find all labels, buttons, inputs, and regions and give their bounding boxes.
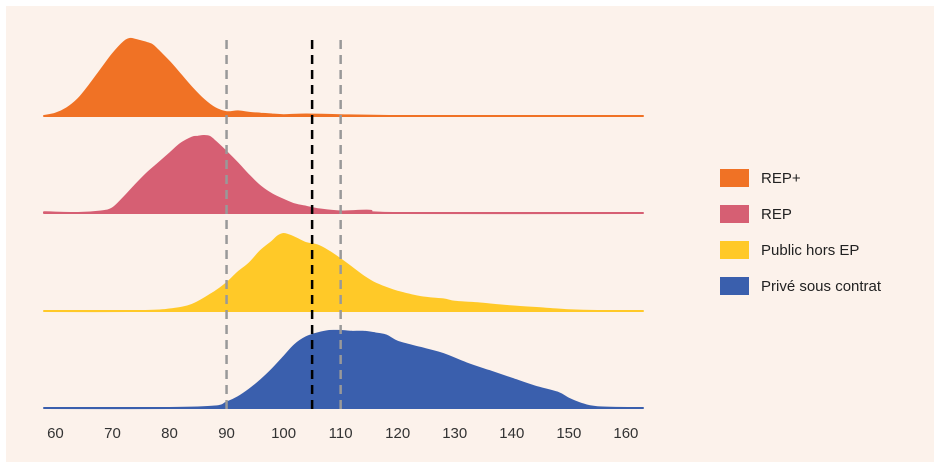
x-tick-label-150: 150 (556, 425, 581, 442)
x-tick-label-100: 100 (271, 425, 296, 442)
legend-item-rep-plus: REP+ (720, 169, 881, 187)
x-tick-label-110: 110 (329, 425, 353, 442)
legend-label-rep: REP (761, 205, 792, 223)
x-tick-label-160: 160 (613, 425, 638, 442)
legend-item-prive-sous-contrat: Privé sous contrat (720, 277, 881, 295)
chart-panel: 60 70 80 90 100 110 120 130 140 150 160 REP+ REP P… (6, 6, 934, 462)
legend-swatch-rep-plus (720, 169, 749, 187)
legend-item-rep: REP (720, 205, 881, 223)
x-tick-label-90: 90 (218, 425, 235, 442)
x-tick-label-140: 140 (499, 425, 524, 442)
legend-swatch-prive-sous-contrat (720, 277, 749, 295)
ridge-area-public-hors-ep (43, 232, 644, 313)
legend-label-public-hors-ep: Public hors EP (761, 241, 860, 259)
x-tick-label-80: 80 (161, 425, 178, 442)
legend-swatch-public-hors-ep (720, 241, 749, 259)
ridge-area-rep (43, 134, 644, 215)
reference-lines-group (225, 40, 342, 413)
ridge-area-rep-plus (43, 37, 644, 118)
legend-label-rep-plus: REP+ (761, 169, 801, 187)
ridge-area-prive-sous-contrat (43, 329, 644, 410)
x-axis: 60 70 80 90 100 110 120 130 140 150 160 (47, 425, 638, 442)
x-tick-label-60: 60 (47, 425, 64, 442)
legend: REP+ REP Public hors EP Privé sous contr… (720, 169, 881, 313)
legend-item-public-hors-ep: Public hors EP (720, 241, 881, 259)
legend-label-prive-sous-contrat: Privé sous contrat (761, 277, 882, 295)
x-tick-label-120: 120 (385, 425, 410, 442)
ridgeline-series-group (43, 37, 644, 410)
legend-swatch-rep (720, 205, 749, 223)
ridgeline-chart: 60 70 80 90 100 110 120 130 140 150 160 (43, 37, 644, 442)
x-tick-label-130: 130 (442, 425, 467, 442)
x-tick-label-70: 70 (104, 425, 121, 442)
